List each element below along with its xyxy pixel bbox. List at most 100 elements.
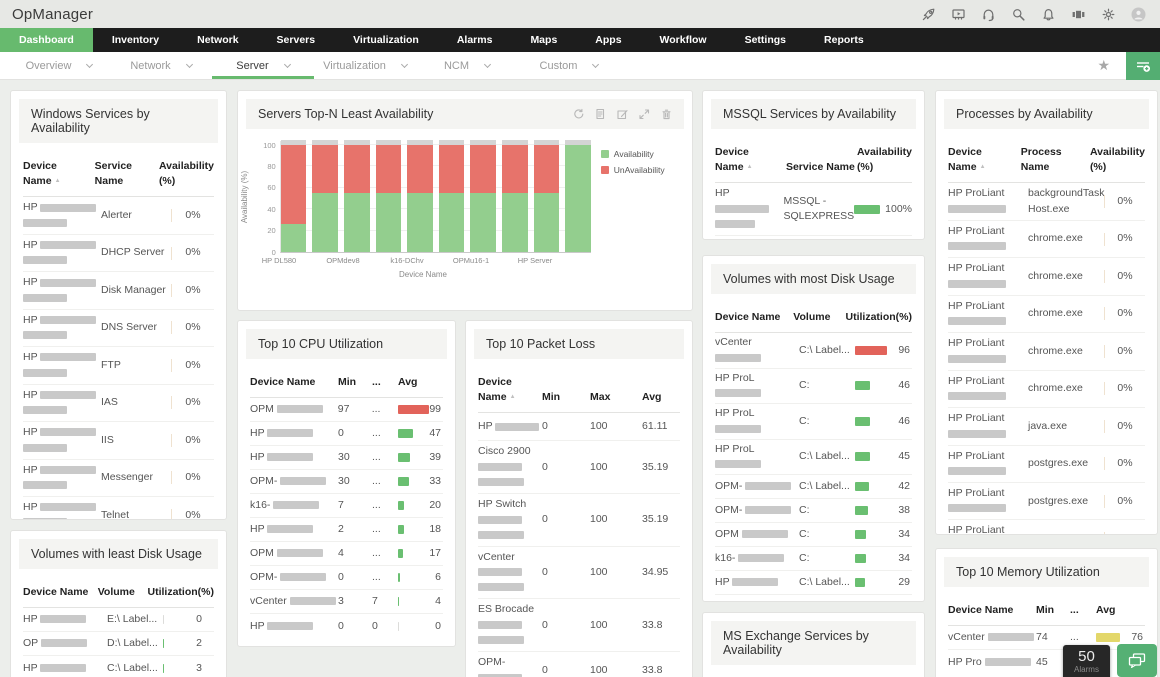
chart-bar[interactable] — [280, 140, 307, 252]
table-row[interactable]: k16- 7... 20 — [250, 494, 443, 519]
device-name-cell[interactable]: HP ProL — [715, 442, 799, 472]
sort-ascending-icon[interactable]: ▲ — [746, 164, 753, 171]
device-name-cell[interactable]: vCenter — [250, 594, 338, 609]
table-row[interactable]: HP FTP 0% — [23, 347, 214, 385]
device-name-cell[interactable]: HP ProLiant — [948, 336, 1028, 366]
table-row[interactable]: HP ProLiant chrome.exe 0% — [948, 258, 1145, 296]
device-name-cell[interactable]: HP ProL — [715, 371, 799, 401]
table-row[interactable]: HP ProL C: 46 — [715, 404, 912, 440]
table-row[interactable]: vCenter 3 7 4 — [250, 590, 443, 615]
table-row[interactable]: OPM- 0 100 33.8 — [478, 652, 680, 677]
table-row[interactable]: OPM 97... 99 — [250, 398, 443, 423]
device-name-cell[interactable]: HP — [250, 522, 338, 537]
table-row[interactable]: HP E: 29 — [715, 595, 912, 601]
nav-tab-settings[interactable]: Settings — [744, 34, 787, 46]
export-icon[interactable] — [594, 108, 606, 120]
device-name-cell[interactable]: HP ProLiant — [948, 374, 1028, 404]
table-row[interactable]: HP ProL C: 46 — [715, 369, 912, 405]
edit-icon[interactable] — [616, 108, 628, 120]
table-row[interactable]: HP 0 0 0 — [250, 614, 443, 638]
table-row[interactable]: HP DHCP Server 0% — [23, 235, 214, 273]
device-name-cell[interactable]: HP — [23, 500, 101, 519]
nav-tab-inventory[interactable]: Inventory — [111, 34, 160, 46]
chart-bar[interactable] — [312, 140, 338, 252]
add-dashboard-button[interactable] — [1126, 51, 1160, 80]
chart-bar[interactable] — [533, 140, 560, 252]
chat-support-button[interactable] — [1117, 644, 1157, 677]
nav-tab-servers[interactable]: Servers — [276, 34, 316, 46]
table-row[interactable]: HP C:\ Label... 3 — [23, 656, 214, 677]
table-row[interactable]: HP Messenger 0% — [23, 460, 214, 497]
video-wall-icon[interactable] — [1070, 6, 1086, 22]
device-name-cell[interactable]: HP — [23, 388, 101, 418]
nav-tab-maps[interactable]: Maps — [530, 34, 558, 46]
device-name-cell[interactable]: vCenter — [715, 335, 799, 365]
table-row[interactable]: HP 0... 47 — [250, 422, 443, 447]
device-name-cell[interactable]: OPM — [715, 527, 799, 542]
nav-tab-network[interactable]: Network — [197, 34, 239, 46]
settings-gear-icon[interactable] — [1100, 6, 1116, 22]
delete-icon[interactable] — [660, 108, 672, 120]
headset-icon[interactable] — [980, 6, 996, 22]
rocket-icon[interactable] — [920, 6, 936, 22]
nav-tab-dashboard[interactable]: Dashboard — [0, 28, 93, 52]
device-name-cell[interactable]: HP — [23, 463, 101, 493]
subnav-item-ncm[interactable]: NCM — [416, 52, 518, 79]
search-icon[interactable] — [1010, 6, 1026, 22]
table-row[interactable]: HP Alerter 0% — [23, 197, 214, 235]
table-row[interactable]: HP Telnet 0% — [23, 497, 214, 519]
bell-icon[interactable] — [1040, 6, 1056, 22]
table-row[interactable]: OPM- C:\ Label... 42 — [715, 475, 912, 499]
device-name-cell[interactable]: HP — [715, 599, 799, 601]
chart-bar[interactable] — [470, 140, 496, 252]
sort-ascending-icon[interactable]: ▲ — [509, 394, 516, 401]
table-row[interactable]: vCenter C:\ Label... 96 — [715, 333, 912, 369]
device-name-cell[interactable]: HP — [23, 612, 107, 627]
table-row[interactable]: OPM C: 34 — [715, 523, 912, 547]
user-avatar[interactable] — [1130, 6, 1146, 22]
subnav-item-server[interactable]: Server — [212, 52, 314, 79]
nav-tab-apps[interactable]: Apps — [595, 34, 622, 46]
device-name-cell[interactable]: HP ProLiant — [948, 224, 1028, 254]
device-name-cell[interactable]: HP — [23, 425, 101, 455]
device-name-cell[interactable]: HP ProLiant — [948, 449, 1028, 479]
table-row[interactable]: HP IAS 0% — [23, 385, 214, 423]
table-row[interactable]: HP ProLiant backgroundTask Host.exe 0% — [948, 183, 1145, 221]
device-name-cell[interactable]: HP Switch — [478, 497, 542, 543]
table-row[interactable]: vCenter 0 100 34.95 — [478, 547, 680, 600]
subnav-item-overview[interactable]: Overview — [8, 52, 110, 79]
sort-ascending-icon[interactable]: ▲ — [54, 178, 61, 185]
nav-tab-workflow[interactable]: Workflow — [659, 34, 707, 46]
device-name-cell[interactable]: HP — [478, 419, 542, 434]
chart-bar[interactable] — [502, 140, 528, 252]
device-name-cell[interactable]: OPM- — [250, 570, 338, 585]
device-name-cell[interactable]: HP ProLiant — [948, 411, 1028, 441]
device-name-cell[interactable]: k16- — [250, 498, 338, 513]
device-name-cell[interactable]: HP ProLiant — [948, 523, 1028, 534]
resize-icon[interactable] — [638, 108, 650, 120]
device-name-cell[interactable]: OPM — [250, 546, 338, 561]
table-row[interactable]: HP 0 100 61.11 — [478, 413, 680, 442]
table-row[interactable]: HP DNS Server 0% — [23, 310, 214, 348]
table-row[interactable]: HP ProLiant chrome.exe 0% — [948, 333, 1145, 371]
device-name-cell[interactable]: HP — [715, 186, 784, 232]
favorite-star-icon[interactable]: ★ — [1097, 57, 1110, 73]
table-row[interactable]: HP ProLiant chrome.exe 0% — [948, 296, 1145, 334]
device-name-cell[interactable]: OPM- — [715, 479, 799, 494]
table-row[interactable]: HP IIS 0% — [23, 422, 214, 460]
device-name-cell[interactable]: HP — [23, 275, 101, 305]
chart-bar[interactable] — [343, 140, 370, 252]
device-name-cell[interactable]: HP ProLiant — [948, 261, 1028, 291]
device-name-cell[interactable]: OPM- — [478, 655, 542, 677]
device-name-cell[interactable]: HP — [23, 200, 101, 230]
video-tour-icon[interactable] — [950, 6, 966, 22]
device-name-cell[interactable]: HP — [250, 426, 338, 441]
table-row[interactable]: HP ProL C:\ Label... 45 — [715, 440, 912, 475]
refresh-icon[interactable] — [572, 108, 584, 120]
subnav-item-virtualization[interactable]: Virtualization — [314, 52, 416, 79]
table-row[interactable]: Cisco 2900 0 100 35.19 — [478, 441, 680, 495]
legend-item-unavailability[interactable]: UnAvailability — [600, 165, 686, 175]
